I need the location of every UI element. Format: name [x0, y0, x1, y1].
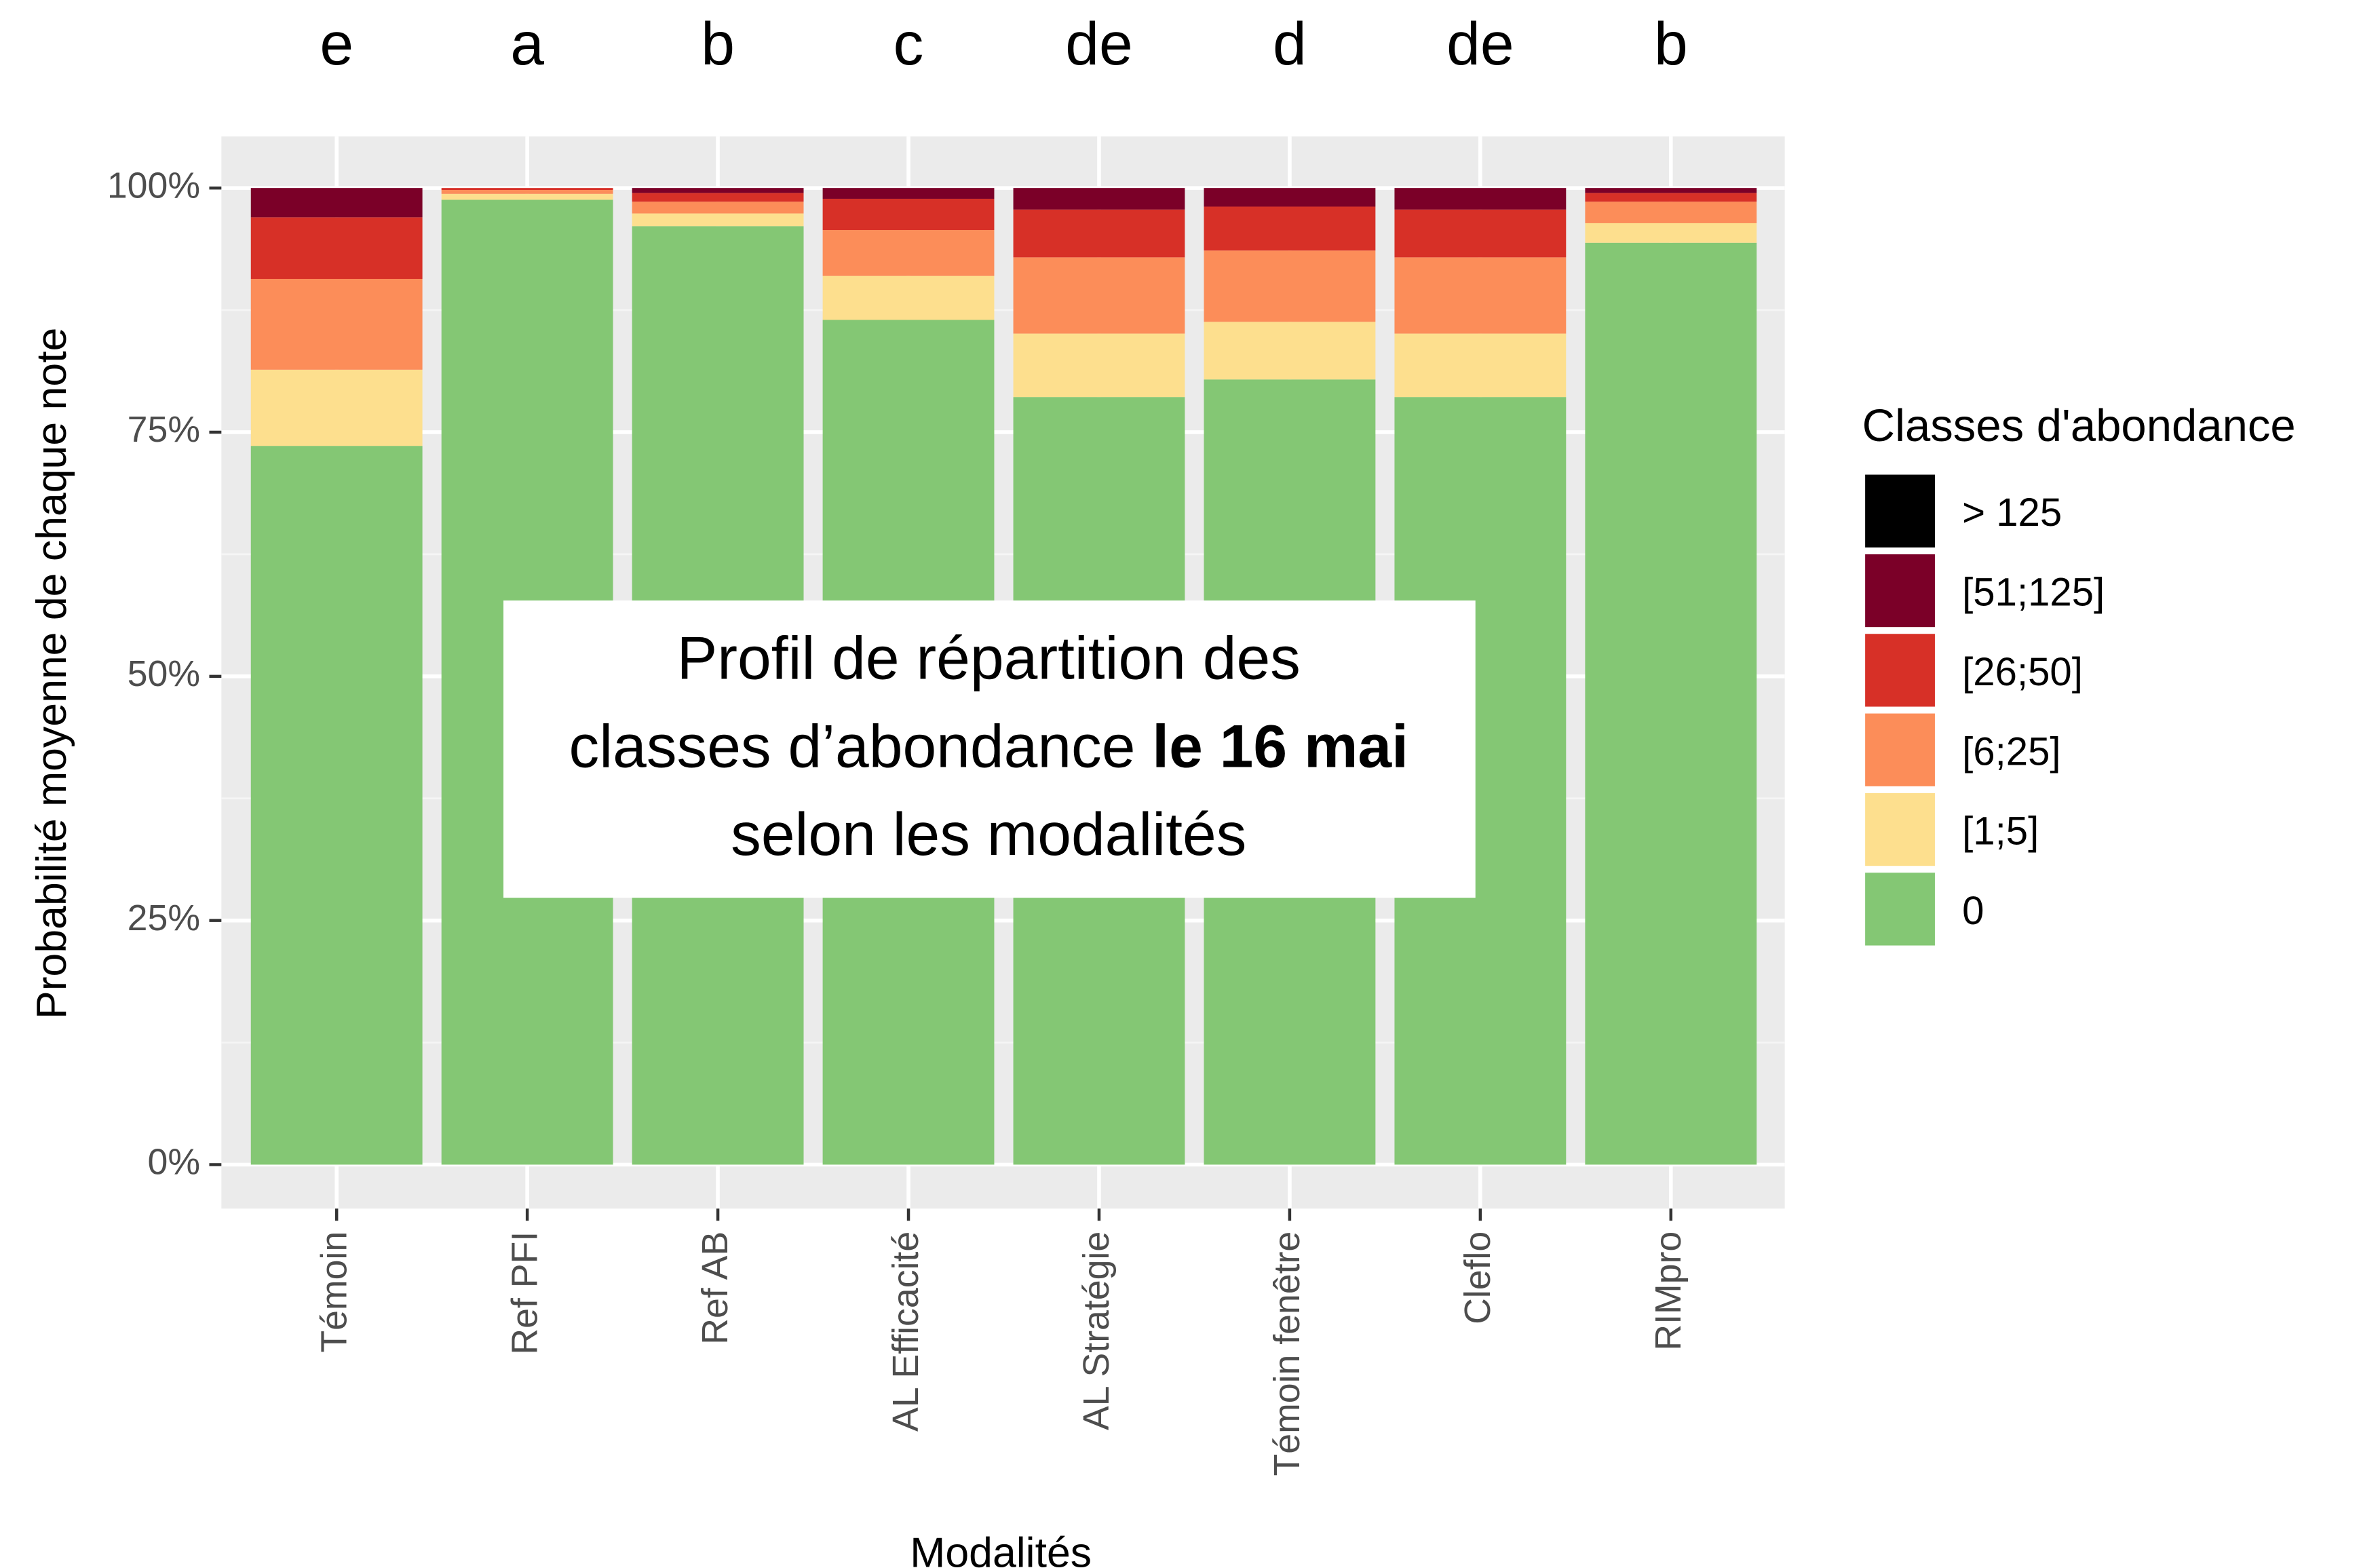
bar-segment — [1013, 188, 1185, 210]
legend-label: [51;125] — [1962, 571, 2105, 615]
bar-segment — [1394, 333, 1567, 398]
bar-segment — [1013, 209, 1185, 258]
y-tick-label: 75% — [128, 409, 200, 450]
y-tick-label: 0% — [148, 1142, 201, 1183]
bar-segment — [1394, 209, 1567, 258]
legend-key — [1865, 713, 1935, 786]
overlay-text: classes d’abondance le 16 mai — [569, 712, 1408, 780]
bar-segment — [441, 193, 613, 200]
bar-segment — [632, 202, 804, 214]
legend-label: 0 — [1962, 889, 1984, 933]
significance-letter: de — [1065, 9, 1132, 77]
y-tick-label: 100% — [107, 165, 200, 206]
significance-letter: a — [510, 9, 544, 77]
overlay-box — [503, 600, 1476, 898]
overlay-text: Profil de répartition des — [677, 624, 1301, 691]
bar-segment — [632, 193, 804, 202]
x-tick-label: AL Efficacité — [885, 1231, 926, 1432]
bar-segment — [632, 213, 804, 227]
bar-segment — [250, 217, 423, 280]
legend-label: [1;5] — [1962, 809, 2039, 854]
bar-segment — [1394, 188, 1567, 210]
bar-segment — [822, 198, 995, 231]
y-axis-title: Probabilité moyenne de chaque note — [28, 328, 75, 1019]
significance-letter: d — [1273, 9, 1307, 77]
bar-segment — [1585, 202, 1757, 223]
bar-segment — [1204, 322, 1376, 380]
significance-letter: de — [1446, 9, 1514, 77]
legend-label: [26;50] — [1962, 650, 2083, 694]
bar-segment — [1394, 257, 1567, 334]
legend-label: > 125 — [1962, 491, 2062, 535]
bar-segment — [1585, 188, 1757, 193]
x-tick-label: Ref PFI — [504, 1231, 545, 1355]
bar-segment — [1204, 188, 1376, 207]
bar-segment — [1013, 333, 1185, 398]
x-tick-label: Témoin fenêtre — [1267, 1231, 1307, 1476]
overlay-text-part: classes d’abondance — [569, 712, 1153, 780]
overlay-text-part: le 16 mai — [1152, 712, 1408, 780]
legend-key — [1865, 873, 1935, 946]
x-tick-label: AL Stratégie — [1076, 1231, 1117, 1430]
legend-key — [1865, 554, 1935, 628]
bar-segment — [822, 230, 995, 276]
bar-segment — [1585, 193, 1757, 202]
legend-label: [6;25] — [1962, 729, 2060, 773]
x-axis-title: Modalités — [910, 1529, 1092, 1568]
significance-letter: b — [701, 9, 735, 77]
significance-letter: b — [1654, 9, 1688, 77]
bar-segment — [822, 275, 995, 320]
bar-segment — [250, 446, 423, 1165]
legend-key — [1865, 792, 1935, 866]
bar-segment — [250, 369, 423, 446]
legend-key — [1865, 634, 1935, 707]
y-tick-label: 25% — [128, 898, 200, 938]
bar-segment — [822, 188, 995, 199]
significance-letter: c — [894, 9, 924, 77]
bar-segment — [632, 188, 804, 193]
bar-segment — [1585, 223, 1757, 243]
overlay-text-part: Profil de répartition des — [677, 624, 1301, 691]
bar-segment — [441, 190, 613, 194]
legend-key — [1865, 474, 1935, 548]
significance-letter: e — [320, 9, 353, 77]
y-tick-label: 50% — [128, 653, 200, 694]
overlay-text-part: selon les modalités — [731, 800, 1246, 868]
legend-title: Classes d'abondance — [1862, 400, 2296, 451]
x-tick-label: RIMpro — [1648, 1231, 1689, 1351]
x-tick-label: Cleflo — [1457, 1231, 1498, 1324]
x-tick-label: Ref AB — [695, 1231, 735, 1345]
bar-segment — [441, 188, 613, 191]
bar-segment — [250, 188, 423, 218]
bar-segment — [1204, 250, 1376, 322]
bar-segment — [1204, 206, 1376, 251]
x-tick-label: Témoin — [313, 1231, 354, 1353]
bar-segment — [1013, 257, 1185, 334]
bar-segment — [1585, 242, 1757, 1165]
overlay-text: selon les modalités — [731, 800, 1246, 868]
bar-segment — [250, 279, 423, 370]
